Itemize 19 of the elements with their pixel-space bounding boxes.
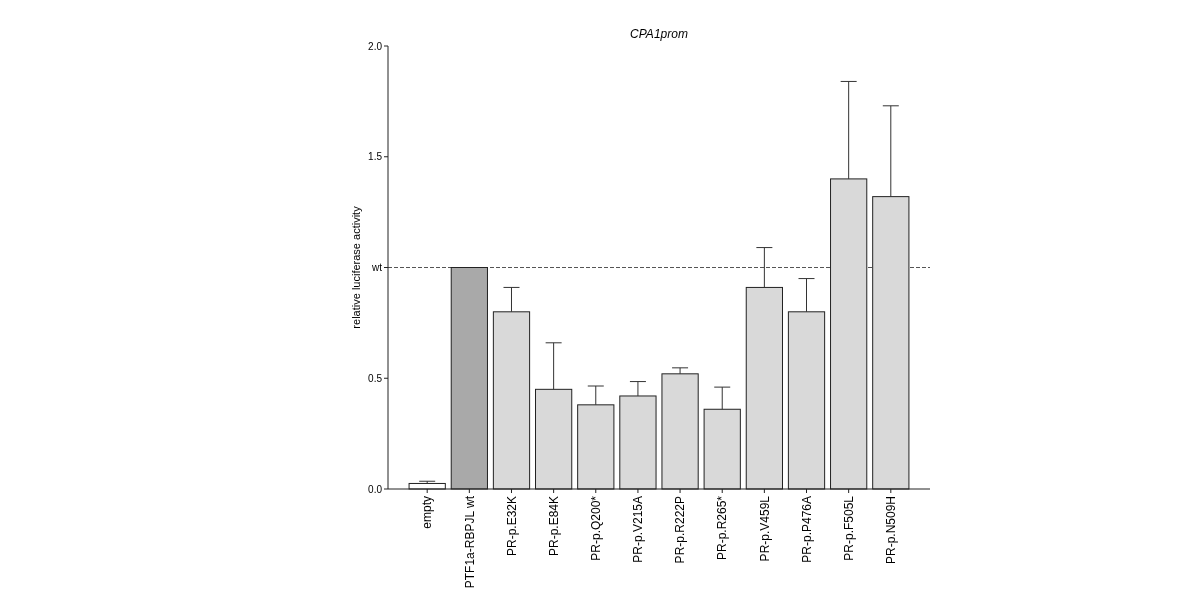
x-tick-label: PR-p.R222P — [673, 496, 688, 564]
y-tick-label: 0.5 — [368, 372, 383, 384]
x-tick-label: PR-p.P476A — [799, 496, 814, 563]
y-tick-label: wt — [371, 262, 383, 273]
x-tick-label: PR-p.Q200* — [588, 495, 603, 561]
chart-title: CPA1prom — [630, 27, 688, 41]
y-axis-title: relative luciferase activity — [350, 205, 362, 329]
y-tick-label: 2.0 — [368, 40, 383, 52]
y-tick-label: 0.0 — [368, 483, 383, 495]
x-tick-label: PR-p.V215A — [631, 496, 646, 563]
x-tick-label: PR-p.R265* — [715, 495, 730, 561]
x-tick-label: PR-p.V459L — [757, 495, 772, 562]
y-tick-label: 1.5 — [368, 151, 383, 163]
x-tick-label: empty — [420, 496, 435, 529]
x-tick-label: PR-p.N509H — [884, 496, 898, 565]
x-tick-label: PR-p.E84K — [546, 496, 561, 557]
x-tick-label: PR-p.E32K — [504, 496, 519, 557]
x-tick-label: PR-p.F505L — [841, 495, 856, 561]
x-tick-label: PTF1a-RBPJL wt — [462, 495, 477, 589]
